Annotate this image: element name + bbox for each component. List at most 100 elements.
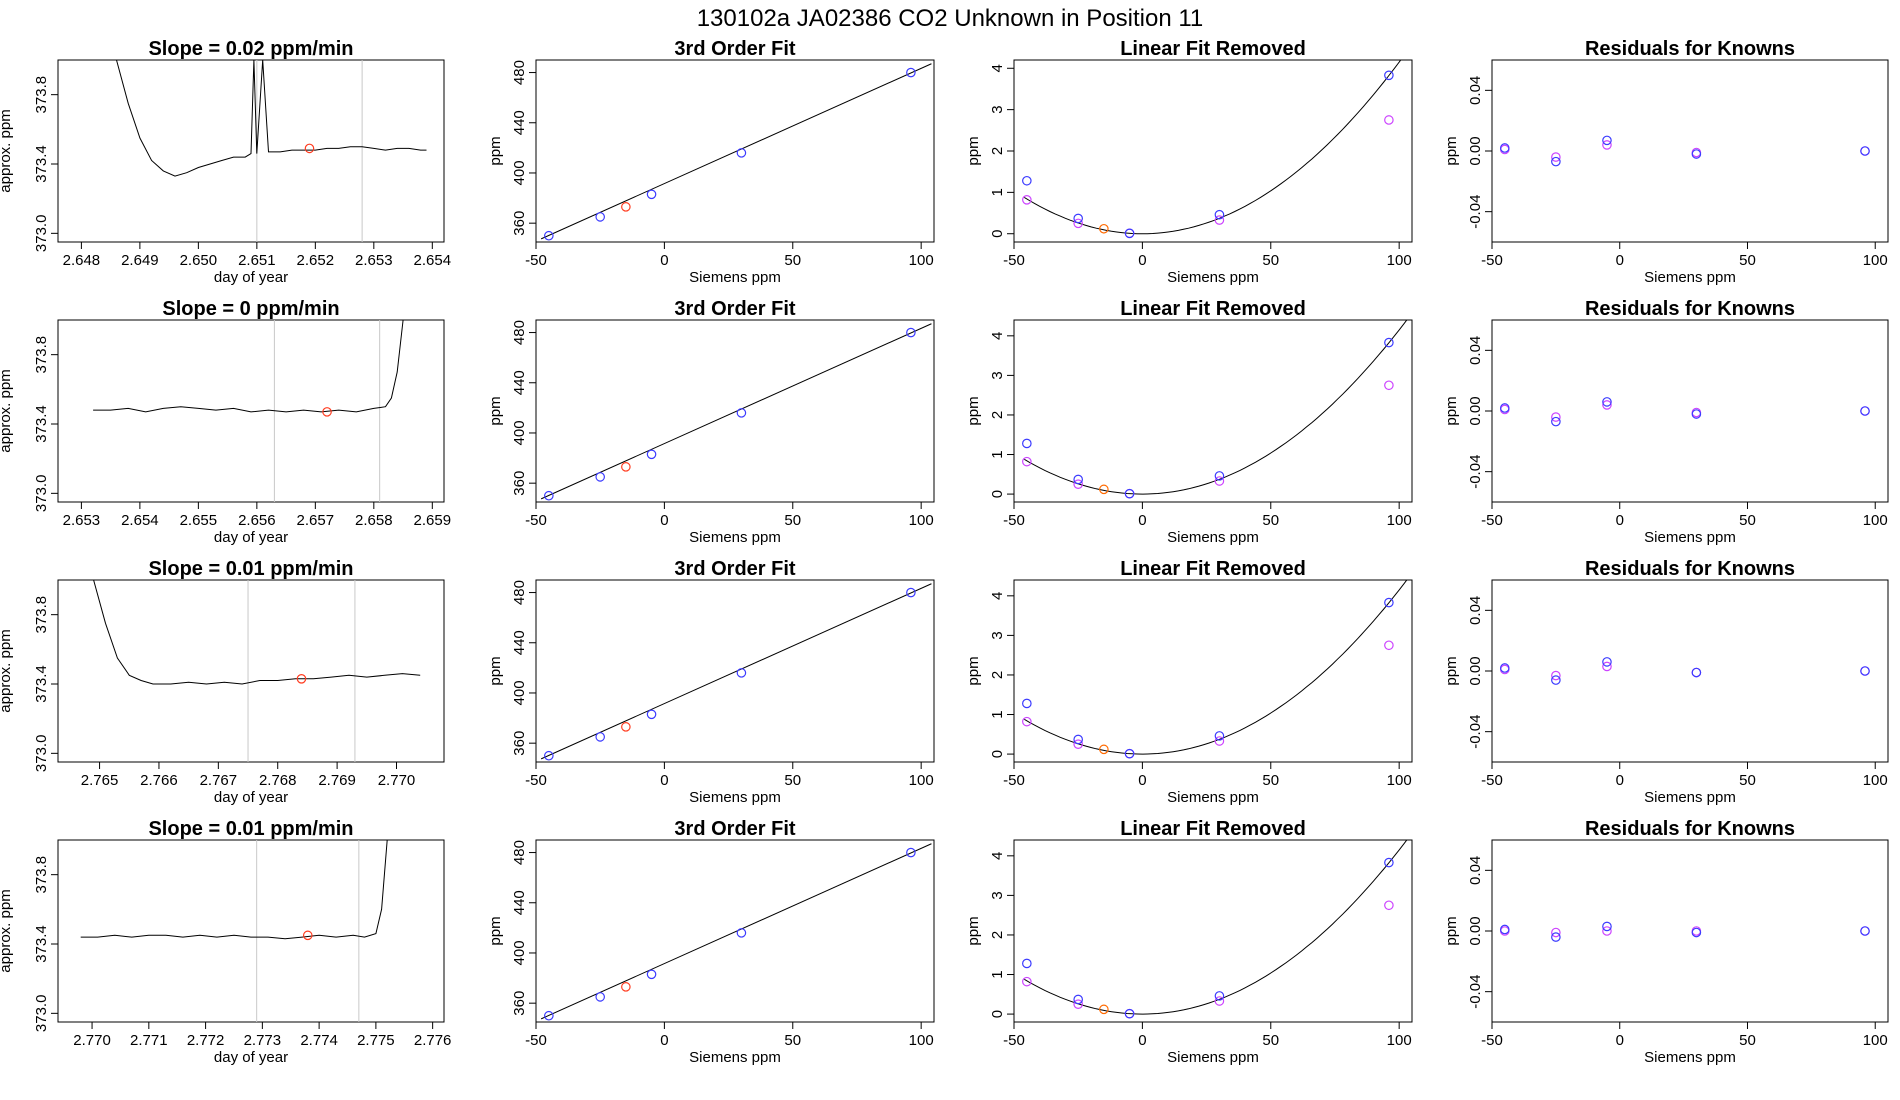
panel-title: Linear Fit Removed (1120, 298, 1306, 320)
y-tick-label: 373.0 (33, 215, 50, 253)
y-axis-label: ppm (1443, 136, 1460, 165)
known-point (736, 148, 747, 158)
known-point (646, 709, 657, 720)
fit-curve (1024, 320, 1408, 495)
residual-point (1499, 403, 1510, 413)
residual-point (1691, 667, 1702, 678)
x-tick-label: 0 (1616, 772, 1624, 789)
y-axis-label: approx. ppm (0, 889, 14, 972)
y-tick-label: -0.04 (1467, 195, 1484, 229)
x-tick-label: 0 (1616, 1032, 1624, 1049)
residual-point-alt (1551, 670, 1561, 681)
plot-area (1499, 657, 1870, 685)
plot-frame (57, 579, 445, 763)
panel-title: 3rd Order Fit (674, 818, 795, 840)
known-point (1022, 698, 1032, 709)
known-point (544, 490, 554, 501)
known-point (1214, 471, 1225, 481)
y-tick-label: 373.0 (33, 475, 50, 513)
x-axis-label: Siemens ppm (689, 269, 781, 286)
y-tick-label: 0 (989, 230, 1006, 238)
x-tick-label: 0 (1138, 512, 1146, 529)
known-point-alt (1073, 739, 1083, 749)
panel-trace-2: Slope = 0 ppm/min 2.653 2.654 2.655 2.656 2.6… (0, 298, 451, 546)
known-point (544, 1010, 554, 1021)
plot-area (116, 60, 427, 242)
y-axis-label: ppm (1443, 396, 1460, 425)
y-axis-label: approx. ppm (0, 109, 14, 192)
fit-line (540, 323, 932, 500)
x-tick-label: 2.654 (414, 252, 452, 269)
x-tick-label: -50 (1481, 1032, 1503, 1049)
plot-area (1022, 580, 1408, 759)
residual-point (1860, 146, 1870, 156)
y-tick-label: 480 (511, 580, 528, 605)
plot-frame (1491, 319, 1889, 503)
plot-area (80, 840, 388, 1022)
y-tick-label: 4 (989, 332, 1006, 340)
known-point-alt (1022, 456, 1032, 467)
residual-point (1691, 927, 1702, 938)
y-tick-label: 440 (511, 630, 528, 655)
x-tick-label: 0 (1616, 512, 1624, 529)
fit-curve (1024, 60, 1402, 235)
panel-title: Slope = 0.01 ppm/min (148, 558, 353, 580)
x-axis-label: Siemens ppm (1167, 1049, 1259, 1066)
panel-lin-1: Linear Fit Removed -50 0 50 100 0 1 2 3 4 Siemens … (965, 38, 1413, 286)
panel-lin-3: Linear Fit Removed -50 0 50 100 0 1 2 3 4 Siemens … (965, 558, 1413, 806)
plot-area (1022, 320, 1408, 499)
panel-title: 3rd Order Fit (674, 298, 795, 320)
y-tick-label: 400 (511, 680, 528, 705)
x-tick-label: 50 (1262, 1032, 1279, 1049)
fit-curve (1024, 580, 1408, 755)
known-point (646, 189, 657, 200)
trace-line (80, 840, 388, 940)
plot-frame (535, 319, 935, 503)
known-point (1124, 228, 1135, 239)
trace-line (93, 580, 421, 685)
x-tick-label: 2.775 (357, 1032, 395, 1049)
known-point (595, 472, 605, 482)
x-tick-label: 0 (1138, 252, 1146, 269)
plot-frame (1013, 839, 1413, 1023)
x-tick-label: 2.657 (297, 512, 335, 529)
known-point (646, 449, 657, 460)
panel-title: Slope = 0.01 ppm/min (148, 818, 353, 840)
known-point (906, 587, 916, 598)
residual-point-alt (1602, 400, 1612, 410)
known-point-alt (1214, 996, 1225, 1006)
x-axis-label: Siemens ppm (1644, 789, 1736, 806)
known-point (1022, 175, 1032, 186)
y-tick-label: 373.4 (33, 665, 50, 703)
plot-area (540, 843, 932, 1021)
y-tick-label: -0.04 (1467, 455, 1484, 489)
y-tick-label: 373.8 (33, 856, 50, 894)
y-axis-label: ppm (1443, 656, 1460, 685)
x-tick-label: 0 (1616, 252, 1624, 269)
y-tick-label: 1 (989, 970, 1006, 978)
x-tick-label: 2.649 (121, 252, 159, 269)
y-axis-label: ppm (965, 396, 982, 425)
y-axis-label: ppm (965, 916, 982, 945)
y-tick-label: -0.04 (1467, 975, 1484, 1009)
fit-line (540, 63, 932, 240)
x-tick-label: 100 (1863, 772, 1888, 789)
known-point-alt (1214, 736, 1225, 746)
known-point (1022, 438, 1032, 449)
known-point (1384, 857, 1394, 868)
fit-curve (1024, 840, 1408, 1015)
x-tick-label: 2.655 (180, 512, 218, 529)
y-tick-label: 3 (989, 371, 1006, 379)
residual-point (1551, 932, 1561, 942)
y-tick-label: 360 (511, 471, 528, 496)
known-point (906, 67, 916, 78)
x-tick-label: 100 (909, 252, 934, 269)
y-tick-label: 360 (511, 991, 528, 1016)
plot-area (1499, 921, 1870, 942)
x-tick-label: 2.767 (200, 772, 238, 789)
panel-fit-4: 3rd Order Fit -50 0 50 100 360 400 440 480 Siemen… (487, 818, 935, 1066)
x-tick-label: 2.652 (297, 252, 335, 269)
y-tick-label: 373.0 (33, 995, 50, 1033)
x-tick-label: 50 (1262, 252, 1279, 269)
y-axis-label: ppm (487, 656, 504, 685)
